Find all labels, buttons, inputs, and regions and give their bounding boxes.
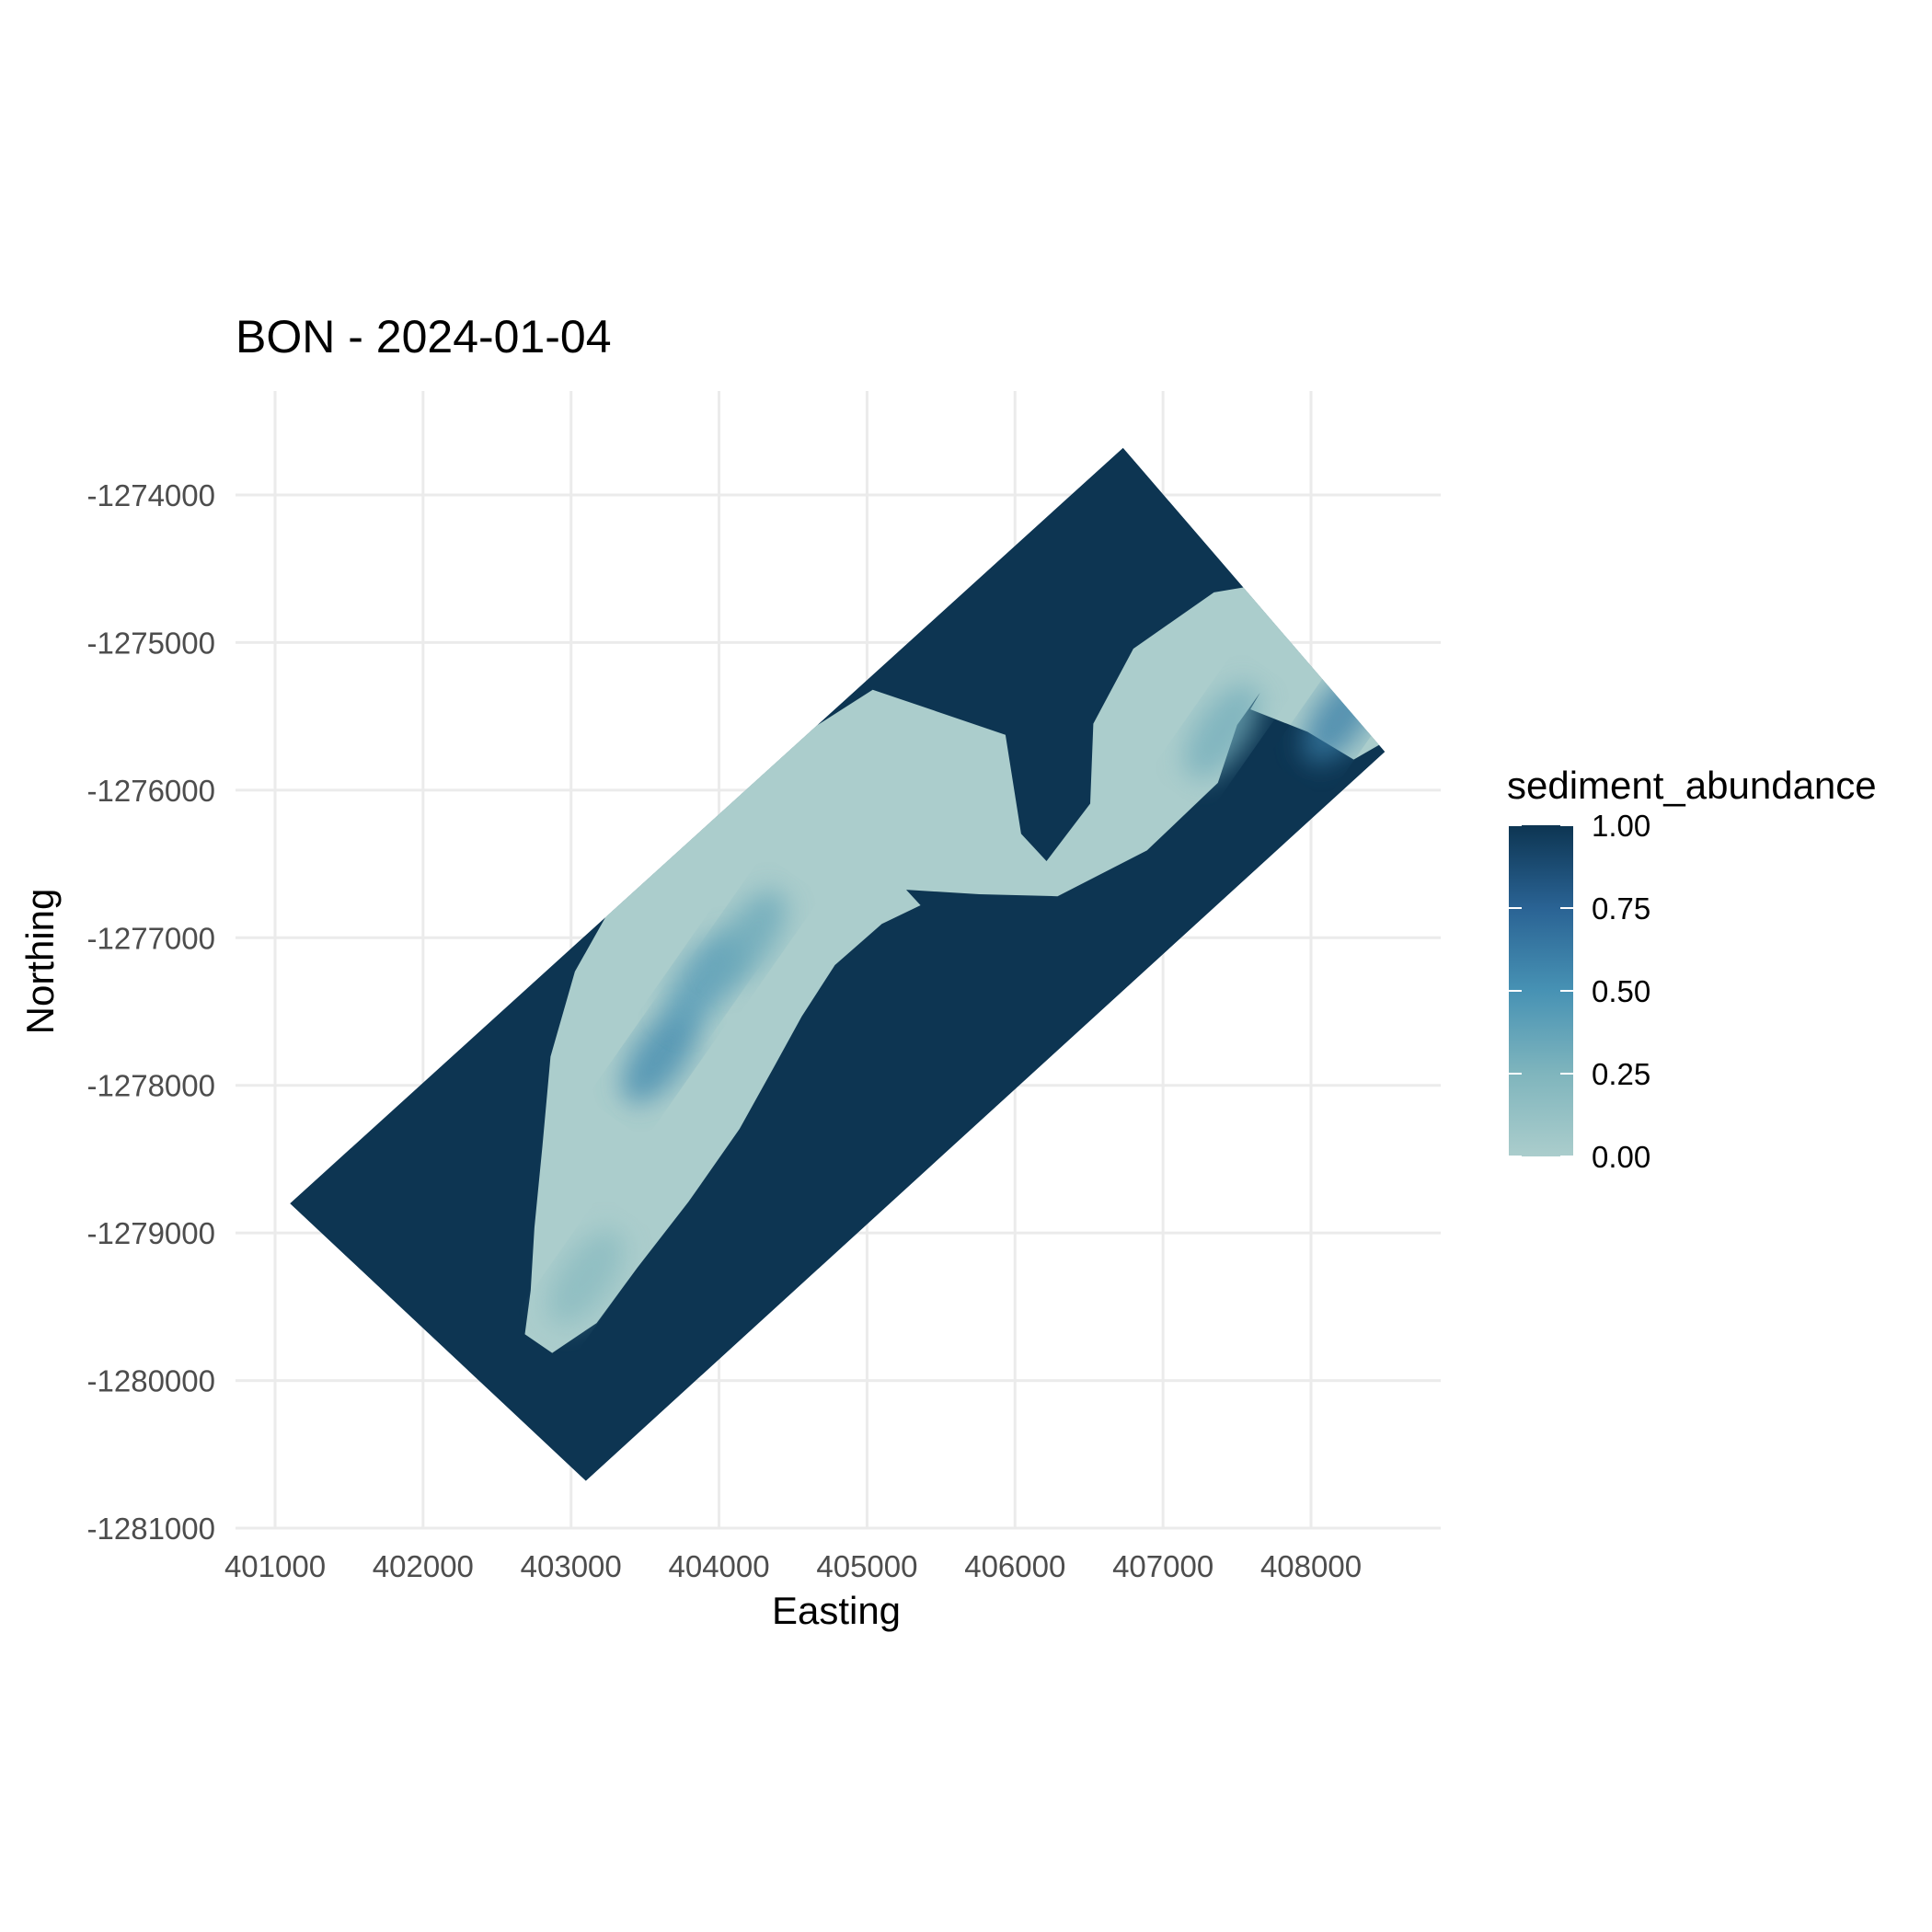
x-tick-label: 407000 xyxy=(1112,1549,1213,1583)
y-tick-label: -1276000 xyxy=(87,774,215,808)
legend-break-label: 0.25 xyxy=(1592,1057,1650,1091)
low-sediment-channel xyxy=(524,575,1386,1353)
x-tick-label: 402000 xyxy=(373,1549,474,1583)
y-axis-label: Northing xyxy=(18,889,62,1035)
x-tick-label: 405000 xyxy=(816,1549,917,1583)
mixed-sediment-zone xyxy=(710,890,788,985)
mixed-sediment-zone xyxy=(621,1007,698,1104)
x-tick-label: 408000 xyxy=(1260,1549,1362,1583)
plot-title: BON - 2024-01-04 xyxy=(236,311,612,362)
y-tick-label: -1279000 xyxy=(87,1216,215,1250)
y-axis: -1274000 -1275000 -1276000 -1277000 -1278000… xyxy=(87,478,215,1546)
mixed-sediment-zone xyxy=(1184,683,1260,779)
x-tick-label: 403000 xyxy=(521,1549,622,1583)
y-tick-label: -1277000 xyxy=(87,921,215,955)
y-tick-label: -1275000 xyxy=(87,626,215,660)
y-tick-label: -1281000 xyxy=(87,1512,215,1546)
sediment-raster xyxy=(290,447,1386,1481)
legend: sediment_abundance 1.00 0.75 0.50 0.25 0.00 xyxy=(1507,764,1877,1174)
y-tick-label: -1274000 xyxy=(87,478,215,512)
x-axis-label: Easting xyxy=(772,1589,901,1632)
x-tick-label: 406000 xyxy=(964,1549,1065,1583)
mixed-sediment-zone xyxy=(547,1229,625,1325)
legend-title: sediment_abundance xyxy=(1507,764,1877,807)
legend-break-label: 0.00 xyxy=(1592,1140,1650,1174)
legend-break-label: 0.50 xyxy=(1592,974,1650,1008)
legend-break-label: 0.75 xyxy=(1592,891,1650,926)
legend-break-label: 1.00 xyxy=(1592,809,1650,843)
x-axis: 401000 402000 403000 404000 405000 406000 4070… xyxy=(224,1549,1362,1583)
y-tick-label: -1280000 xyxy=(87,1364,215,1398)
x-tick-label: 401000 xyxy=(224,1549,326,1583)
x-tick-label: 404000 xyxy=(669,1549,770,1583)
y-tick-label: -1278000 xyxy=(87,1069,215,1103)
